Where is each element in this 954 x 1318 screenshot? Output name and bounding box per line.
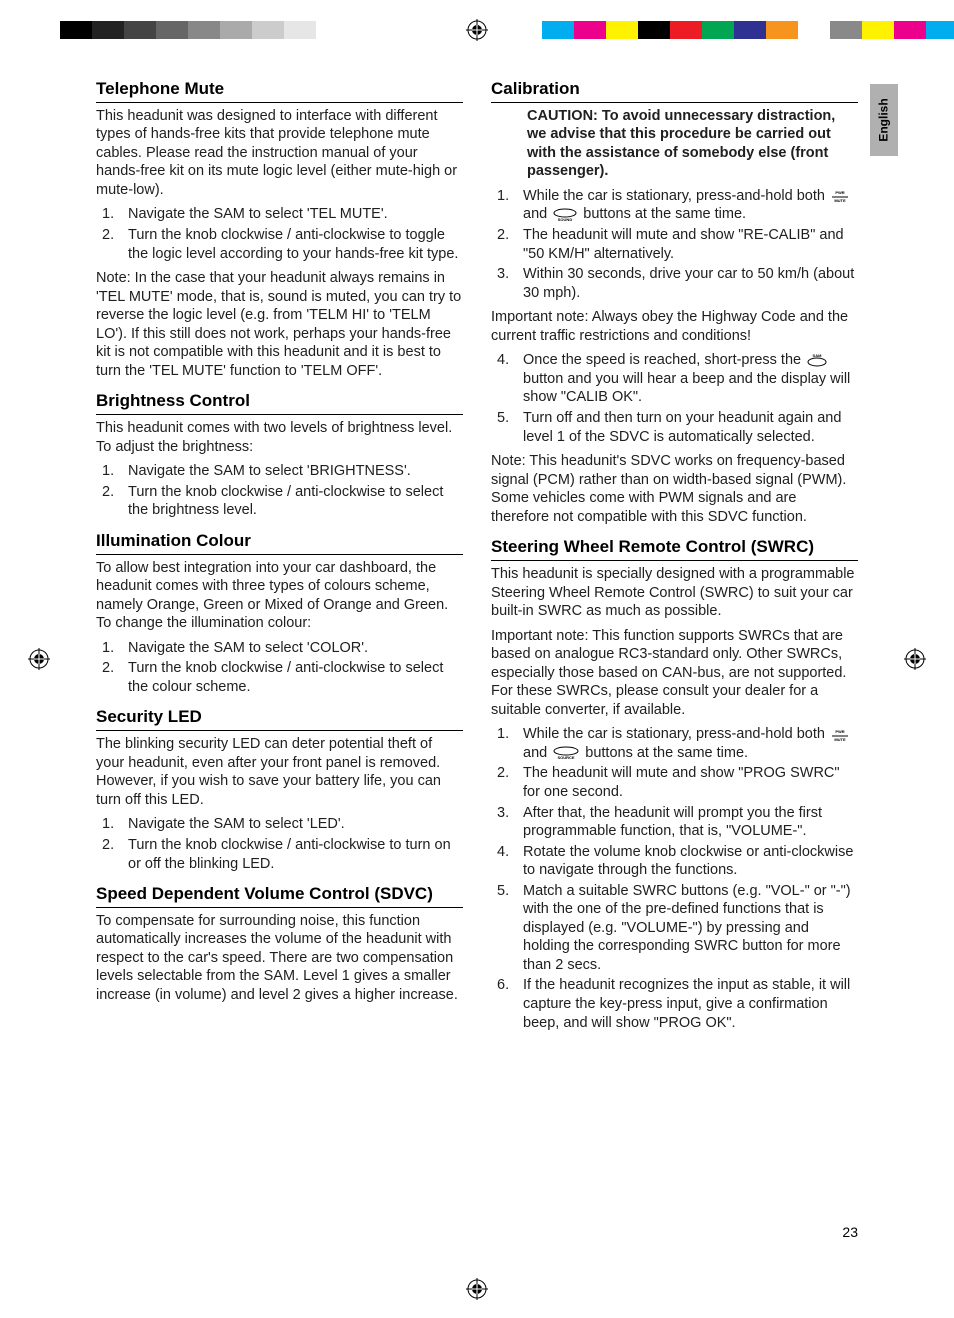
section-heading: Steering Wheel Remote Control (SWRC)	[491, 536, 858, 561]
list-item: 1.Navigate the SAM to select 'COLOR'.	[96, 639, 463, 658]
color-bar	[542, 21, 954, 39]
section-heading: Telephone Mute	[96, 78, 463, 103]
ordered-list: 1.Navigate the SAM to select 'BRIGHTNESS…	[96, 462, 463, 520]
list-item: 3.After that, the headunit will prompt y…	[491, 804, 858, 841]
list-item: 1. While the car is stationary, press-an…	[491, 187, 858, 224]
ordered-list: 1.Navigate the SAM to select 'TEL MUTE'.…	[96, 205, 463, 263]
list-item: 5.Turn off and then turn on your headuni…	[491, 409, 858, 446]
source-button-icon: SOURCE	[552, 746, 580, 760]
list-item: 3.Within 30 seconds, drive your car to 5…	[491, 265, 858, 302]
language-tab-label: English	[877, 98, 891, 141]
section-heading: Brightness Control	[96, 390, 463, 415]
list-item: 2.The headunit will mute and show "RE-CA…	[491, 226, 858, 263]
list-item: 4.Rotate the volume knob clockwise or an…	[491, 843, 858, 880]
sound-button-icon: SOUND	[552, 208, 578, 222]
list-item: 1.Navigate the SAM to select 'BRIGHTNESS…	[96, 462, 463, 481]
list-item: 1.Navigate the SAM to select 'LED'.	[96, 815, 463, 834]
section-heading: Security LED	[96, 706, 463, 731]
left-column: Telephone Mute This headunit was designe…	[96, 78, 463, 1038]
ordered-list: 1. While the car is stationary, press-an…	[491, 187, 858, 302]
body-text: The blinking security LED can deter pote…	[96, 735, 463, 809]
list-item: 5.Match a suitable SWRC buttons (e.g. "V…	[491, 882, 858, 975]
language-tab: English	[870, 84, 898, 156]
section-heading: Calibration	[491, 78, 858, 103]
svg-text:SAM: SAM	[813, 353, 823, 358]
list-item: 2.Turn the knob clockwise / anti-clockwi…	[96, 659, 463, 696]
page-content: Telephone Mute This headunit was designe…	[96, 78, 858, 1038]
printer-marks	[0, 20, 954, 44]
body-text: To allow best integration into your car …	[96, 559, 463, 633]
important-note: Important note: This function supports S…	[491, 627, 858, 720]
section-heading: Illumination Colour	[96, 530, 463, 555]
grayscale-bar	[60, 21, 348, 39]
ordered-list: 1.Navigate the SAM to select 'COLOR'. 2.…	[96, 639, 463, 697]
list-item: 4. Once the speed is reached, short-pres…	[491, 351, 858, 407]
ordered-list: 4. Once the speed is reached, short-pres…	[491, 351, 858, 446]
body-text: This headunit comes with two levels of b…	[96, 419, 463, 456]
body-text: This headunit was designed to interface …	[96, 107, 463, 200]
note-text: Note: In the case that your headunit alw…	[96, 269, 463, 380]
svg-text:MUTE: MUTE	[834, 198, 846, 203]
page-number: 23	[842, 1224, 858, 1240]
svg-text:SOUND: SOUND	[558, 217, 573, 222]
note-text: Note: This headunit's SDVC works on freq…	[491, 452, 858, 526]
list-item: 2.The headunit will mute and show "PROG …	[491, 764, 858, 801]
sam-button-icon: SAM	[806, 353, 828, 367]
list-item: 1. While the car is stationary, press-an…	[491, 725, 858, 762]
registration-mark-left	[28, 648, 50, 670]
registration-mark-top	[466, 19, 488, 41]
body-text: This headunit is specially designed with…	[491, 565, 858, 621]
body-text: To compensate for surrounding noise, thi…	[96, 912, 463, 1005]
right-column: Calibration CAUTION: To avoid unnecessar…	[491, 78, 858, 1038]
list-item: 1.Navigate the SAM to select 'TEL MUTE'.	[96, 205, 463, 224]
pwr-mute-button-icon: PWR MUTE	[830, 189, 850, 203]
svg-text:SOURCE: SOURCE	[558, 755, 575, 760]
pwr-mute-button-icon: PWR MUTE	[830, 728, 850, 742]
svg-text:PWR: PWR	[835, 190, 844, 195]
list-item: 2.Turn the knob clockwise / anti-clockwi…	[96, 836, 463, 873]
registration-mark-bottom	[466, 1278, 488, 1300]
ordered-list: 1.Navigate the SAM to select 'LED'. 2.Tu…	[96, 815, 463, 873]
ordered-list: 1. While the car is stationary, press-an…	[491, 725, 858, 1032]
list-item: 2.Turn the knob clockwise / anti-clockwi…	[96, 226, 463, 263]
section-heading: Speed Dependent Volume Control (SDVC)	[96, 883, 463, 908]
list-item: 2.Turn the knob clockwise / anti-clockwi…	[96, 483, 463, 520]
important-note: Important note: Always obey the Highway …	[491, 308, 858, 345]
svg-text:MUTE: MUTE	[834, 737, 846, 742]
registration-mark-right	[904, 648, 926, 670]
svg-text:PWR: PWR	[835, 729, 844, 734]
caution-text: CAUTION: To avoid unnecessary distractio…	[527, 107, 858, 181]
list-item: 6.If the headunit recognizes the input a…	[491, 976, 858, 1032]
